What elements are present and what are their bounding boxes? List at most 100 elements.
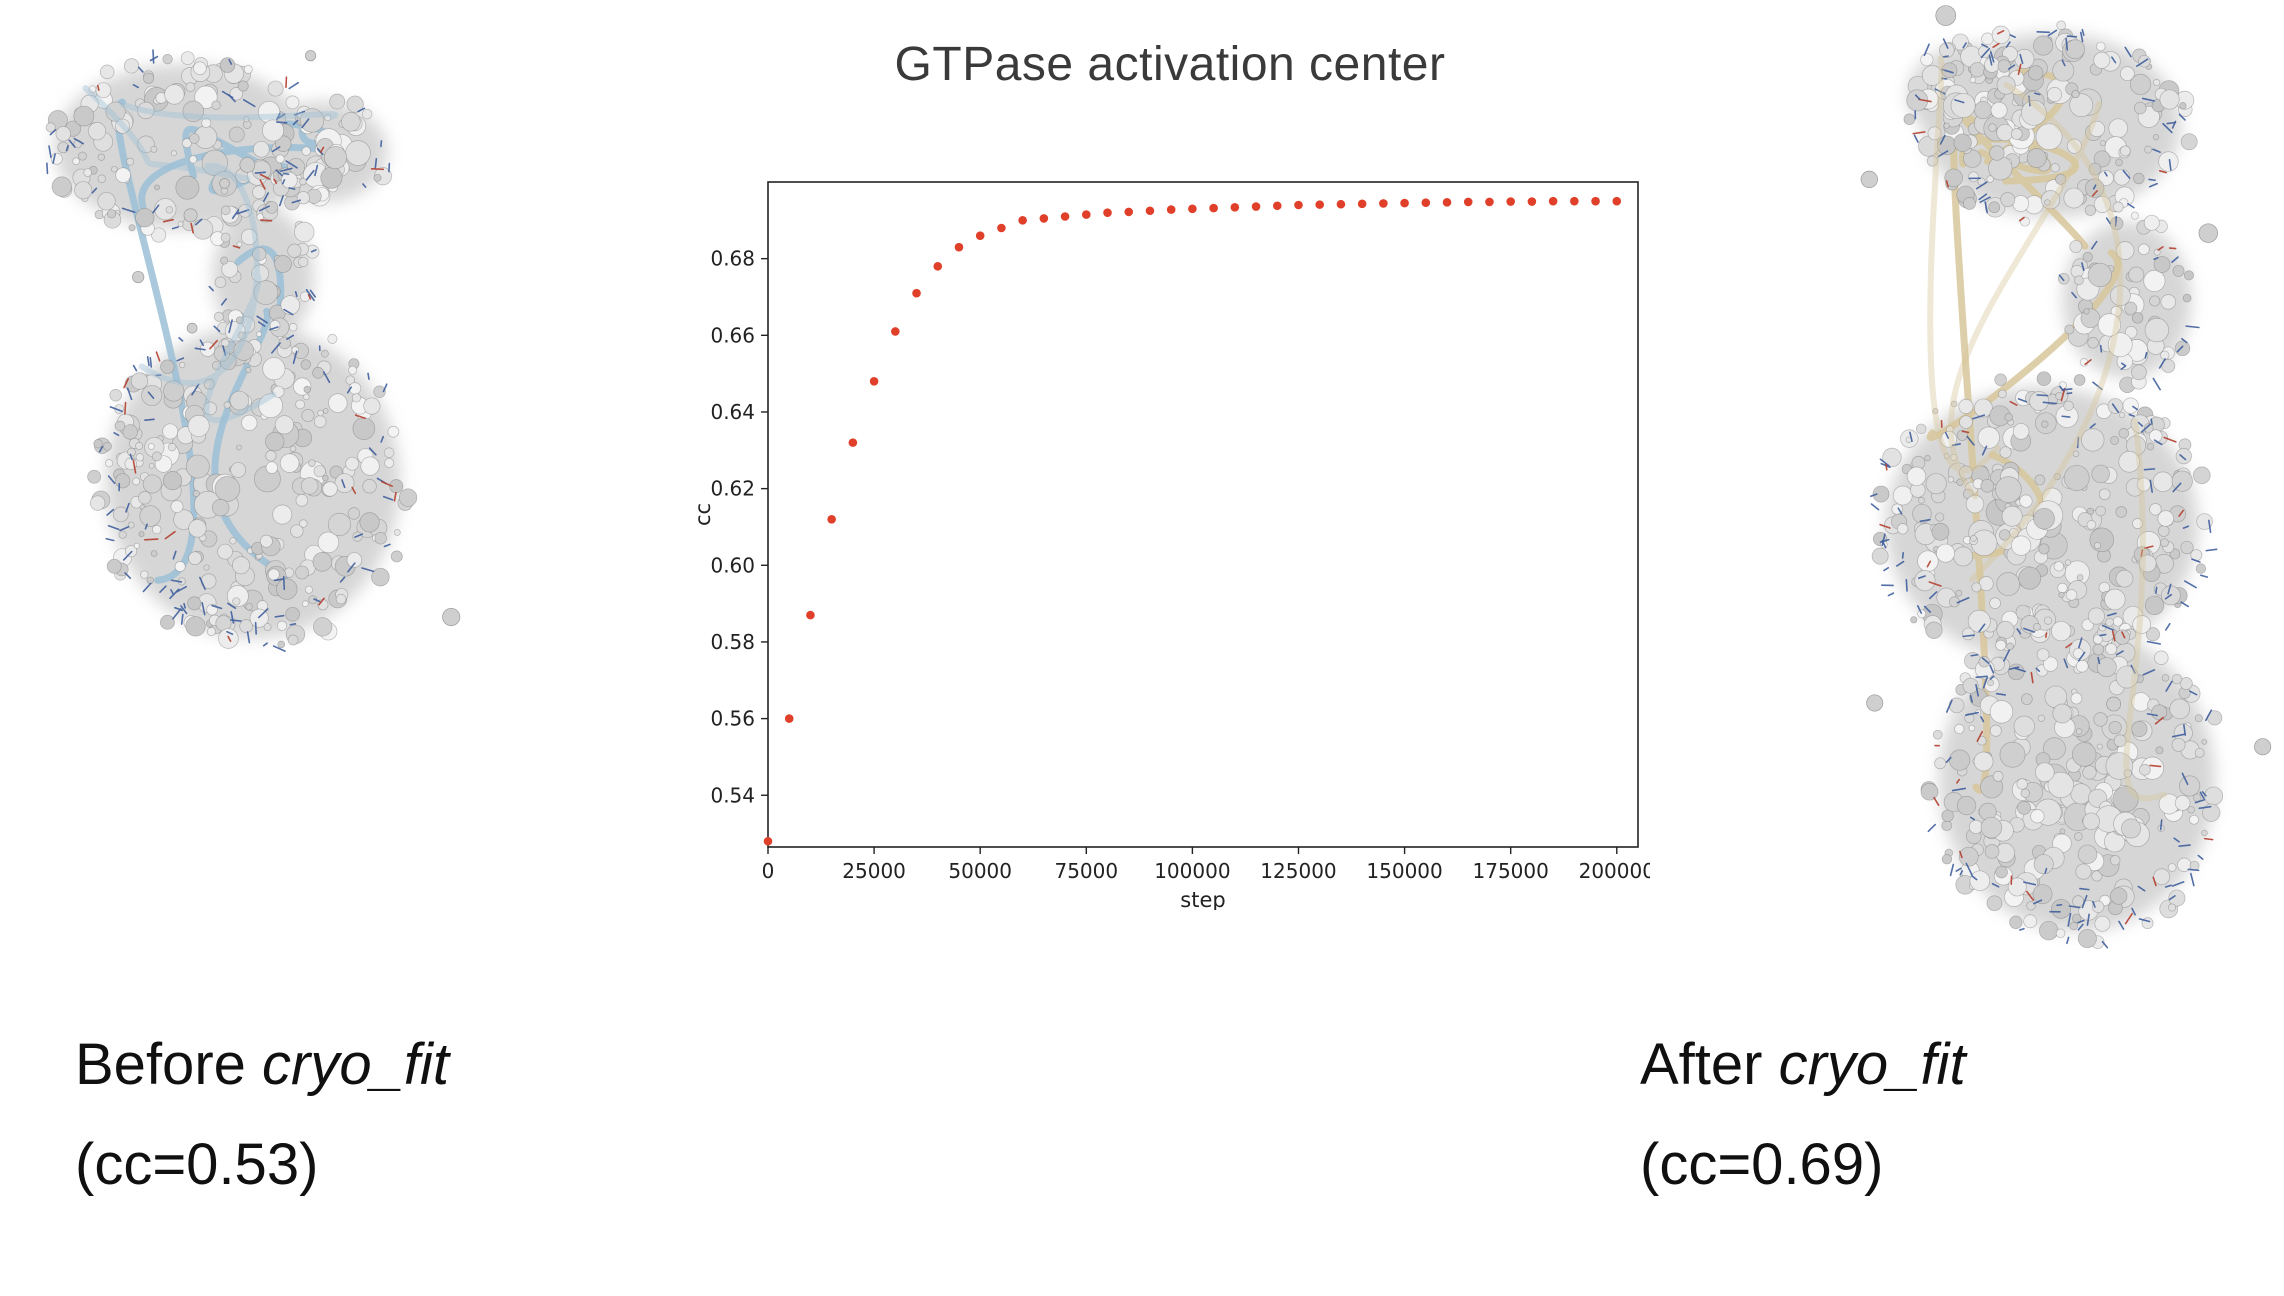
density-blob: [2087, 337, 2099, 349]
atom-stick: [170, 589, 174, 595]
density-blob: [2047, 87, 2063, 103]
density-blob: [1995, 476, 2022, 503]
atom-stick: [316, 148, 324, 155]
density-blob: [2104, 588, 2126, 611]
atom-stick: [124, 572, 132, 580]
atom-stick: [228, 319, 233, 334]
atom-stick: [2017, 63, 2022, 76]
density-blob: [2196, 513, 2213, 530]
density-blob: [2115, 506, 2128, 518]
density-blob: [2120, 66, 2135, 81]
atom-stick: [2120, 365, 2127, 370]
atom-stick: [2144, 351, 2148, 359]
atom-stick: [1942, 38, 1949, 49]
scatter-point: [1272, 201, 1282, 211]
atom-stick: [269, 326, 279, 331]
density-blob: [2121, 818, 2142, 839]
cc-convergence-chart: GTPase activation center 0 25000 50000 7500…: [690, 30, 1650, 910]
atom-stick: [1981, 657, 1990, 664]
atom-stick: [1975, 181, 1988, 190]
atom-stick: [260, 219, 273, 222]
density-blob: [1941, 820, 1953, 831]
density-blob: [126, 157, 135, 166]
atom-stick: [2137, 421, 2144, 427]
atom-stick: [172, 550, 177, 560]
density-blob: [328, 393, 348, 413]
atom-stick: [1946, 699, 1953, 713]
density-blob: [1958, 398, 1974, 414]
density-blob: [2138, 243, 2150, 256]
atom-stick: [2137, 885, 2146, 892]
atom-stick: [246, 631, 251, 644]
density-blob: [192, 490, 200, 498]
density-blob: [302, 600, 309, 608]
density-blob: [2016, 778, 2028, 790]
atom-stick: [276, 112, 281, 120]
atom-stick: [289, 622, 297, 626]
atom-stick: [2185, 325, 2200, 329]
atom-stick: [274, 614, 285, 618]
density-speck: [132, 270, 145, 284]
density-blob: [345, 140, 371, 166]
atom-stick: [2164, 593, 2173, 600]
density-blob: [1941, 809, 1954, 823]
atom-stick: [2182, 525, 2190, 529]
density-blob: [2034, 474, 2046, 486]
density-blob: [2183, 270, 2194, 281]
density-blob: [2194, 714, 2203, 723]
density-blob: [2180, 133, 2198, 151]
atom-stick: [383, 543, 391, 548]
atom-stick: [211, 604, 223, 610]
y-tick-label: 0.66: [710, 323, 755, 347]
density-blob: [263, 623, 272, 631]
density-blob: [2130, 211, 2139, 220]
density-blob: [139, 505, 161, 527]
density-blob: [2169, 548, 2181, 560]
density-blob: [114, 420, 126, 432]
density-blob: [1926, 155, 1938, 167]
atom-stick: [1879, 523, 1891, 529]
density-blob: [313, 617, 333, 637]
atom-stick: [209, 339, 218, 350]
density-blob: [2145, 627, 2161, 642]
atom-stick: [2076, 436, 2080, 449]
density-blob: [351, 393, 361, 403]
atom-stick: [380, 140, 383, 148]
density-blob: [2187, 805, 2195, 814]
y-tick-label: 0.62: [710, 477, 755, 501]
density-blob: [1932, 408, 1939, 415]
density-blob: [2037, 714, 2045, 722]
density-blob: [2192, 793, 2202, 802]
atom-stick: [2189, 690, 2198, 696]
density-blob: [2179, 102, 2187, 110]
atom-stick: [1937, 150, 1949, 158]
density-blob: [104, 459, 114, 468]
atom-stick: [2199, 791, 2205, 800]
atom-stick: [172, 608, 182, 620]
atom-stick: [2201, 791, 2207, 797]
density-blob: [298, 256, 309, 268]
atom-stick: [2127, 202, 2135, 209]
density-blob: [2158, 151, 2179, 172]
scatter-point: [1527, 197, 1537, 206]
density-blob: [2151, 704, 2168, 721]
density-blob: [1955, 589, 1963, 597]
density-blob: [359, 512, 380, 533]
atom-stick: [2065, 642, 2073, 649]
atom-stick: [1951, 787, 1967, 792]
density-blob: [2097, 313, 2122, 337]
atom-stick: [1981, 445, 1988, 456]
caption-after-title: After cryo_fit: [1640, 1015, 1966, 1115]
density-blob: [2058, 591, 2065, 599]
density-blob: [2115, 569, 2134, 588]
atom-stick: [2092, 381, 2103, 391]
atom-stick: [354, 533, 364, 538]
density-blob: [1968, 171, 1979, 183]
density-blob: [146, 576, 155, 585]
atom-stick: [155, 351, 161, 362]
atom-stick: [2058, 274, 2065, 282]
atom-stick: [2008, 64, 2016, 70]
density-speck: [239, 157, 256, 173]
density-blob: [2105, 617, 2114, 627]
atom-stick: [275, 169, 283, 177]
